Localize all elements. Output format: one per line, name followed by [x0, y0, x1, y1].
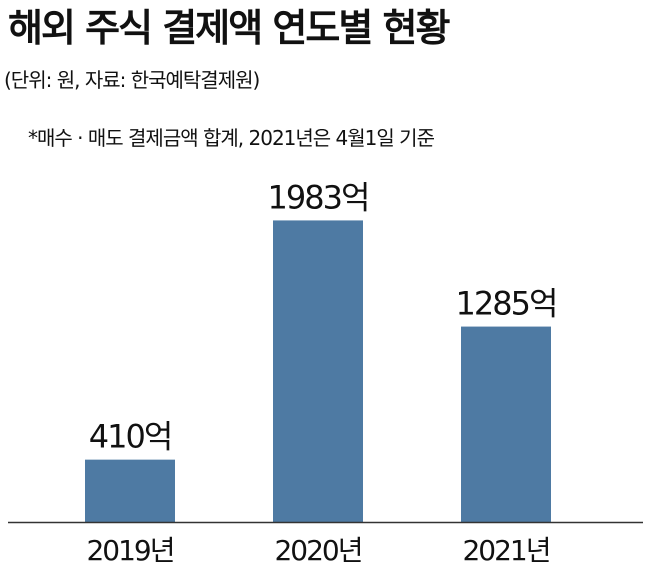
chart-subtitle: (단위: 원, 자료: 한국예탁결제원) — [4, 68, 260, 92]
chart-title: 해외 주식 결제액 연도별 현황 — [8, 6, 450, 50]
chart-note: *매수 · 매도 결제금액 합계, 2021년은 4월1일 기준 — [28, 126, 435, 150]
x-tick-label-2021년: 2021년 — [462, 534, 549, 567]
bar-2020년 — [273, 220, 363, 522]
data-label-2020년: 1983억 — [268, 178, 369, 216]
x-tick-label-2020년: 2020년 — [274, 534, 361, 567]
data-label-2019년: 410억 — [89, 418, 172, 456]
x-tick-label-2019년: 2019년 — [86, 534, 173, 567]
bar-2021년 — [461, 326, 551, 522]
bar-2019년 — [85, 459, 175, 522]
data-label-2021년: 1285억 — [456, 285, 557, 323]
